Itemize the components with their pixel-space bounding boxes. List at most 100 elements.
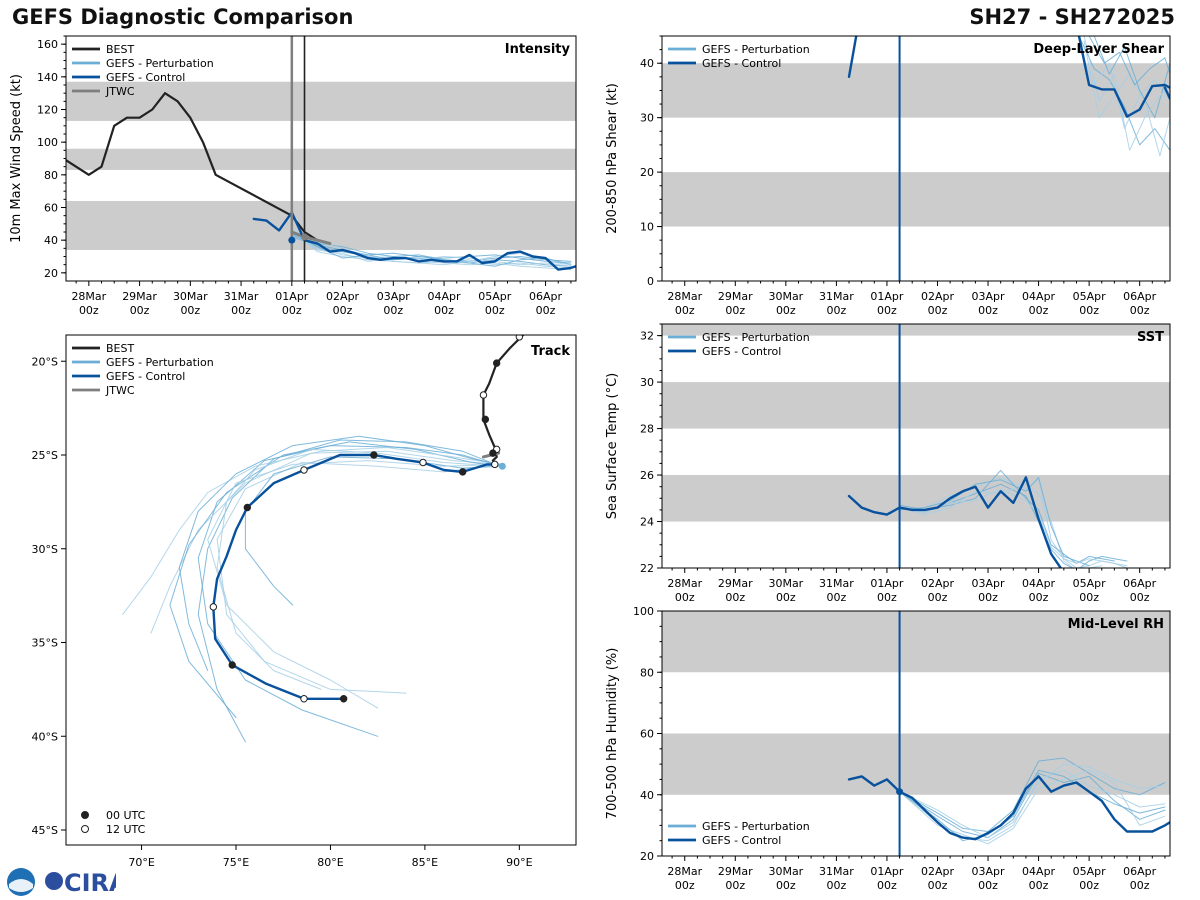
- track-ytick-label: 25°S: [32, 449, 58, 462]
- shear-perturbation-5: [1083, 36, 1170, 151]
- intensity-perturbation-7: [291, 228, 572, 266]
- intensity-xtick-label: 31Mar: [224, 290, 259, 303]
- track-xtick-label: 70°E: [128, 856, 154, 869]
- intensity-xtick-hour: 00z: [180, 304, 200, 317]
- shear-xtick-hour: 00z: [978, 304, 998, 317]
- intensity-legend-label: GEFS - Perturbation: [106, 57, 214, 70]
- shear-xtick-hour: 00z: [1079, 304, 1099, 317]
- rh-xtick-label: 28Mar: [667, 865, 702, 878]
- shear-xtick-label: 04Apr: [1022, 290, 1056, 303]
- track-ytick-label: 35°S: [32, 637, 58, 650]
- shear-ytick-label: 10: [640, 221, 654, 234]
- sst-ytick-label: 24: [640, 516, 654, 529]
- rh-xtick-hour: 00z: [1029, 879, 1049, 892]
- track-xtick-label: 75°E: [223, 856, 249, 869]
- intensity-xtick-label: 03Apr: [377, 290, 411, 303]
- rh-ylabel: 700-500 hPa Humidity (%): [605, 648, 620, 820]
- intensity-xtick-label: 05Apr: [478, 290, 512, 303]
- intensity-xtick-label: 28Mar: [71, 290, 106, 303]
- sst-legend-label: GEFS - Control: [702, 345, 781, 358]
- intensity-xtick-hour: 00z: [231, 304, 251, 317]
- sst-xtick-hour: 00z: [928, 591, 948, 604]
- track-control-point: [370, 451, 378, 459]
- track-control-point: [209, 603, 218, 611]
- rh-xtick-hour: 00z: [928, 879, 948, 892]
- track-xtick-label: 90°E: [506, 856, 532, 869]
- rh-xtick-hour: 00z: [826, 879, 846, 892]
- cira-logo-text: CIRA: [64, 869, 116, 897]
- shear-band-0: [662, 172, 1170, 227]
- shear-title: Deep-Layer Shear: [1033, 42, 1164, 57]
- track-perturbation-7: [207, 460, 501, 709]
- sst-ylabel: Sea Surface Temp (°C): [605, 373, 620, 520]
- rh-ytick-label: 100: [633, 605, 654, 618]
- track-legend-12utc-marker: [81, 825, 89, 833]
- shear-control-line: [847, 36, 858, 79]
- intensity-xtick-label: 30Mar: [173, 290, 208, 303]
- sst-band-0: [662, 475, 1170, 522]
- sst-band-1: [662, 382, 1170, 429]
- sst-perturbation-4: [899, 476, 1090, 567]
- sst-ytick-label: 30: [640, 376, 654, 389]
- intensity-title: Intensity: [505, 42, 571, 57]
- intensity-ytick-label: 120: [37, 104, 58, 117]
- sst-legend-label: GEFS - Perturbation: [702, 331, 810, 344]
- sst-xtick-label: 02Apr: [921, 577, 955, 590]
- shear-xtick-label: 31Mar: [819, 290, 854, 303]
- track-perturbation-0: [197, 445, 501, 737]
- shear-ytick-label: 0: [647, 275, 654, 288]
- shear-panel: 01020304028Mar00z29Mar00z30Mar00z31Mar00…: [605, 35, 1171, 317]
- rh-xtick-label: 03Apr: [972, 865, 1006, 878]
- track-ytick-label: 40°S: [32, 730, 58, 743]
- rh-xtick-label: 02Apr: [921, 865, 955, 878]
- sst-ytick-label: 32: [640, 330, 654, 343]
- sst-xtick-hour: 00z: [978, 591, 998, 604]
- track-control-point: [228, 661, 236, 669]
- track-ytick-label: 30°S: [32, 543, 58, 556]
- cira-globe-icon: [45, 872, 63, 890]
- track-control-point: [419, 458, 427, 467]
- sst-ytick-label: 22: [640, 562, 654, 575]
- track-perturbation-5: [122, 447, 501, 615]
- intensity-control-line: [252, 211, 576, 271]
- rh-xtick-hour: 00z: [1079, 879, 1099, 892]
- track-legend-00utc-label: 00 UTC: [106, 809, 146, 822]
- track-best-point: [489, 449, 497, 457]
- track-best-point: [481, 415, 490, 424]
- shear-xtick-label: 01Apr: [870, 290, 904, 303]
- intensity-ytick-label: 20: [44, 267, 58, 280]
- track-best-point: [479, 391, 488, 399]
- intensity-jtwc-line: [290, 230, 332, 245]
- intensity-legend-label: GEFS - Control: [106, 71, 185, 84]
- sst-xtick-hour: 00z: [1130, 591, 1150, 604]
- sst-perturbation-1: [899, 476, 1128, 568]
- cira-logo: CIRA: [7, 868, 116, 897]
- intensity-ytick-label: 100: [37, 136, 58, 149]
- track-legend-00utc-marker: [81, 811, 89, 819]
- rh-xtick-label: 01Apr: [870, 865, 904, 878]
- intensity-xtick-hour: 00z: [333, 304, 353, 317]
- track-frame: [65, 334, 577, 846]
- rh-title: Mid-Level RH: [1068, 617, 1164, 632]
- rh-ytick-label: 60: [640, 728, 654, 741]
- intensity-ytick-label: 140: [37, 71, 58, 84]
- intensity-perturbation-6: [291, 233, 572, 267]
- sst-panel: 22242628303228Mar00z29Mar00z30Mar00z31Ma…: [605, 323, 1171, 604]
- track-perturbation-6: [244, 456, 501, 606]
- sst-xtick-label: 28Mar: [667, 577, 702, 590]
- track-perturbation-4: [197, 439, 501, 743]
- page-title: GEFS Diagnostic Comparison: [12, 5, 354, 29]
- sst-xtick-hour: 00z: [725, 591, 745, 604]
- shear-xtick-hour: 00z: [1029, 304, 1049, 317]
- intensity-jtwc-marker: [301, 233, 309, 241]
- track-control-point: [300, 695, 308, 703]
- sst-control-line: [847, 476, 1063, 568]
- track-control-line: [212, 453, 496, 700]
- rh-ytick-label: 40: [640, 789, 654, 802]
- rh-panel: 2040608010028Mar00z29Mar00z30Mar00z31Mar…: [605, 605, 1171, 892]
- rh-ytick-label: 80: [640, 666, 654, 679]
- rh-init-marker: [896, 788, 904, 796]
- intensity-legend-label: BEST: [106, 43, 134, 56]
- rh-band-1: [662, 611, 1170, 673]
- shear-xtick-label: 30Mar: [768, 290, 803, 303]
